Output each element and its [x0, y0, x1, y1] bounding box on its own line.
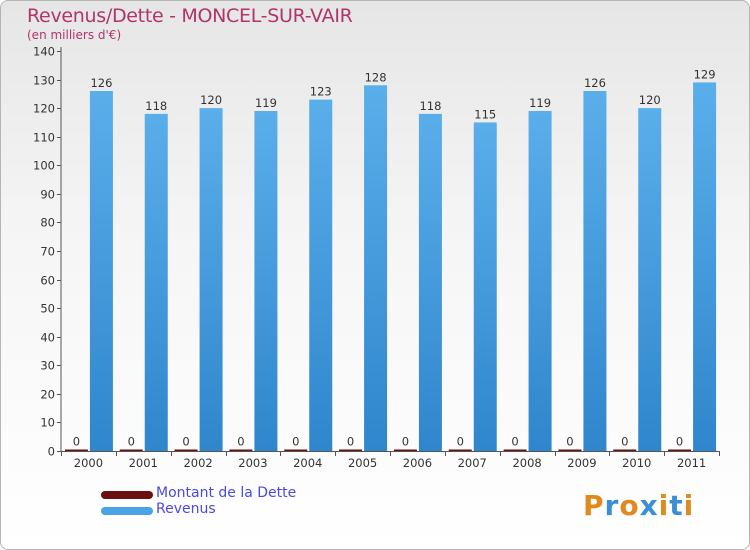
bar-debt-2004	[284, 449, 308, 451]
legend-swatch-debt	[101, 491, 153, 499]
value-label-debt-2008: 0	[511, 435, 518, 449]
value-label-debt-2003: 0	[237, 435, 244, 449]
bar-revenus-2010	[638, 108, 662, 452]
legend-label-revenus: Revenus	[156, 501, 216, 517]
y-tick-label: 130	[33, 74, 55, 88]
x-tick-label: 2004	[293, 456, 322, 470]
value-label-revenus-2006: 118	[419, 99, 441, 113]
labels: 0 10 20 30 40 50 60 70 80 90 100 110 120 130 140 2000 20…	[33, 45, 716, 471]
y-tick-label: 110	[33, 131, 55, 145]
bar-revenus-2004	[309, 99, 333, 452]
x-tick-label: 2000	[74, 456, 103, 470]
y-tick-label: 100	[33, 159, 55, 173]
x-tick-label: 2003	[238, 456, 267, 470]
x-tick-label: 2007	[458, 456, 487, 470]
x-tick-label: 2009	[567, 456, 596, 470]
bar-revenus-2009	[583, 91, 607, 451]
x-tick-label: 2001	[129, 456, 158, 470]
y-tick-label: 120	[33, 102, 55, 116]
x-tick-label: 2011	[677, 456, 706, 470]
value-label-debt-2004: 0	[292, 435, 299, 449]
bar-revenus-2008	[528, 111, 552, 451]
value-label-debt-2005: 0	[347, 435, 354, 449]
proxiti-logo: Proxiti	[583, 489, 695, 522]
bar-revenus-2002	[199, 108, 223, 452]
axes	[57, 47, 720, 456]
x-tick-label: 2005	[348, 456, 377, 470]
value-label-revenus-2011: 129	[694, 67, 716, 81]
legend-label-debt: Montant de la Dette	[156, 485, 297, 501]
y-tick-label: 70	[40, 245, 55, 259]
bar-debt-2005	[339, 449, 363, 451]
bar-revenus-2007	[473, 122, 497, 451]
bar-revenus-2011	[693, 82, 717, 451]
value-label-revenus-2000: 126	[90, 76, 112, 90]
y-tick-label: 60	[40, 274, 55, 288]
x-tick-label: 2002	[183, 456, 212, 470]
y-tick-label: 50	[40, 302, 55, 316]
y-tick-label: 30	[40, 359, 55, 373]
y-tick-label: 0	[48, 445, 55, 459]
y-tick-label: 10	[40, 416, 55, 430]
y-tick-label: 90	[40, 188, 55, 202]
value-label-revenus-2007: 115	[474, 107, 496, 121]
x-tick-label: 2010	[622, 456, 651, 470]
bar-debt-2007	[448, 449, 472, 451]
value-label-debt-2000: 0	[73, 435, 80, 449]
bar-debt-2006	[393, 449, 417, 451]
value-label-debt-2002: 0	[182, 435, 189, 449]
value-label-debt-2006: 0	[402, 435, 409, 449]
bar-debt-2010	[613, 449, 637, 451]
bar-revenus-2003	[254, 111, 278, 451]
bar-debt-2008	[503, 449, 527, 451]
value-label-revenus-2008: 119	[529, 96, 551, 110]
value-label-debt-2009: 0	[566, 435, 573, 449]
value-label-debt-2011: 0	[676, 435, 683, 449]
chart-subtitle: (en milliers d'€)	[27, 28, 122, 42]
y-tick-label: 20	[40, 388, 55, 402]
value-label-debt-2007: 0	[457, 435, 464, 449]
bar-revenus-2005	[364, 85, 388, 452]
legend-swatch-revenus	[101, 507, 153, 515]
bar-debt-2009	[558, 449, 582, 451]
bar-debt-2011	[668, 449, 692, 451]
bar-debt-2001	[119, 449, 143, 451]
y-tick-label: 40	[40, 331, 55, 345]
value-label-revenus-2001: 118	[145, 99, 167, 113]
bar-revenus-2006	[418, 113, 442, 451]
x-tick-label: 2008	[512, 456, 541, 470]
y-tick-label: 80	[40, 216, 55, 230]
value-label-debt-2001: 0	[128, 435, 135, 449]
y-tick-label: 140	[33, 45, 55, 59]
value-label-revenus-2004: 123	[310, 85, 332, 99]
bar-debt-2002	[174, 449, 198, 451]
chart-title: Revenus/Dette - MONCEL-SUR-VAIR	[27, 5, 353, 27]
bar-debt-2000	[64, 449, 88, 451]
value-label-revenus-2003: 119	[255, 96, 277, 110]
bars	[64, 82, 717, 452]
x-tick-label: 2006	[403, 456, 432, 470]
bar-revenus-2000	[89, 91, 113, 451]
value-label-debt-2010: 0	[621, 435, 628, 449]
value-label-revenus-2002: 120	[200, 93, 222, 107]
value-label-revenus-2005: 128	[365, 70, 387, 84]
value-label-revenus-2010: 120	[639, 93, 661, 107]
bar-debt-2003	[229, 449, 253, 451]
bar-revenus-2001	[144, 113, 168, 451]
value-label-revenus-2009: 126	[584, 76, 606, 90]
